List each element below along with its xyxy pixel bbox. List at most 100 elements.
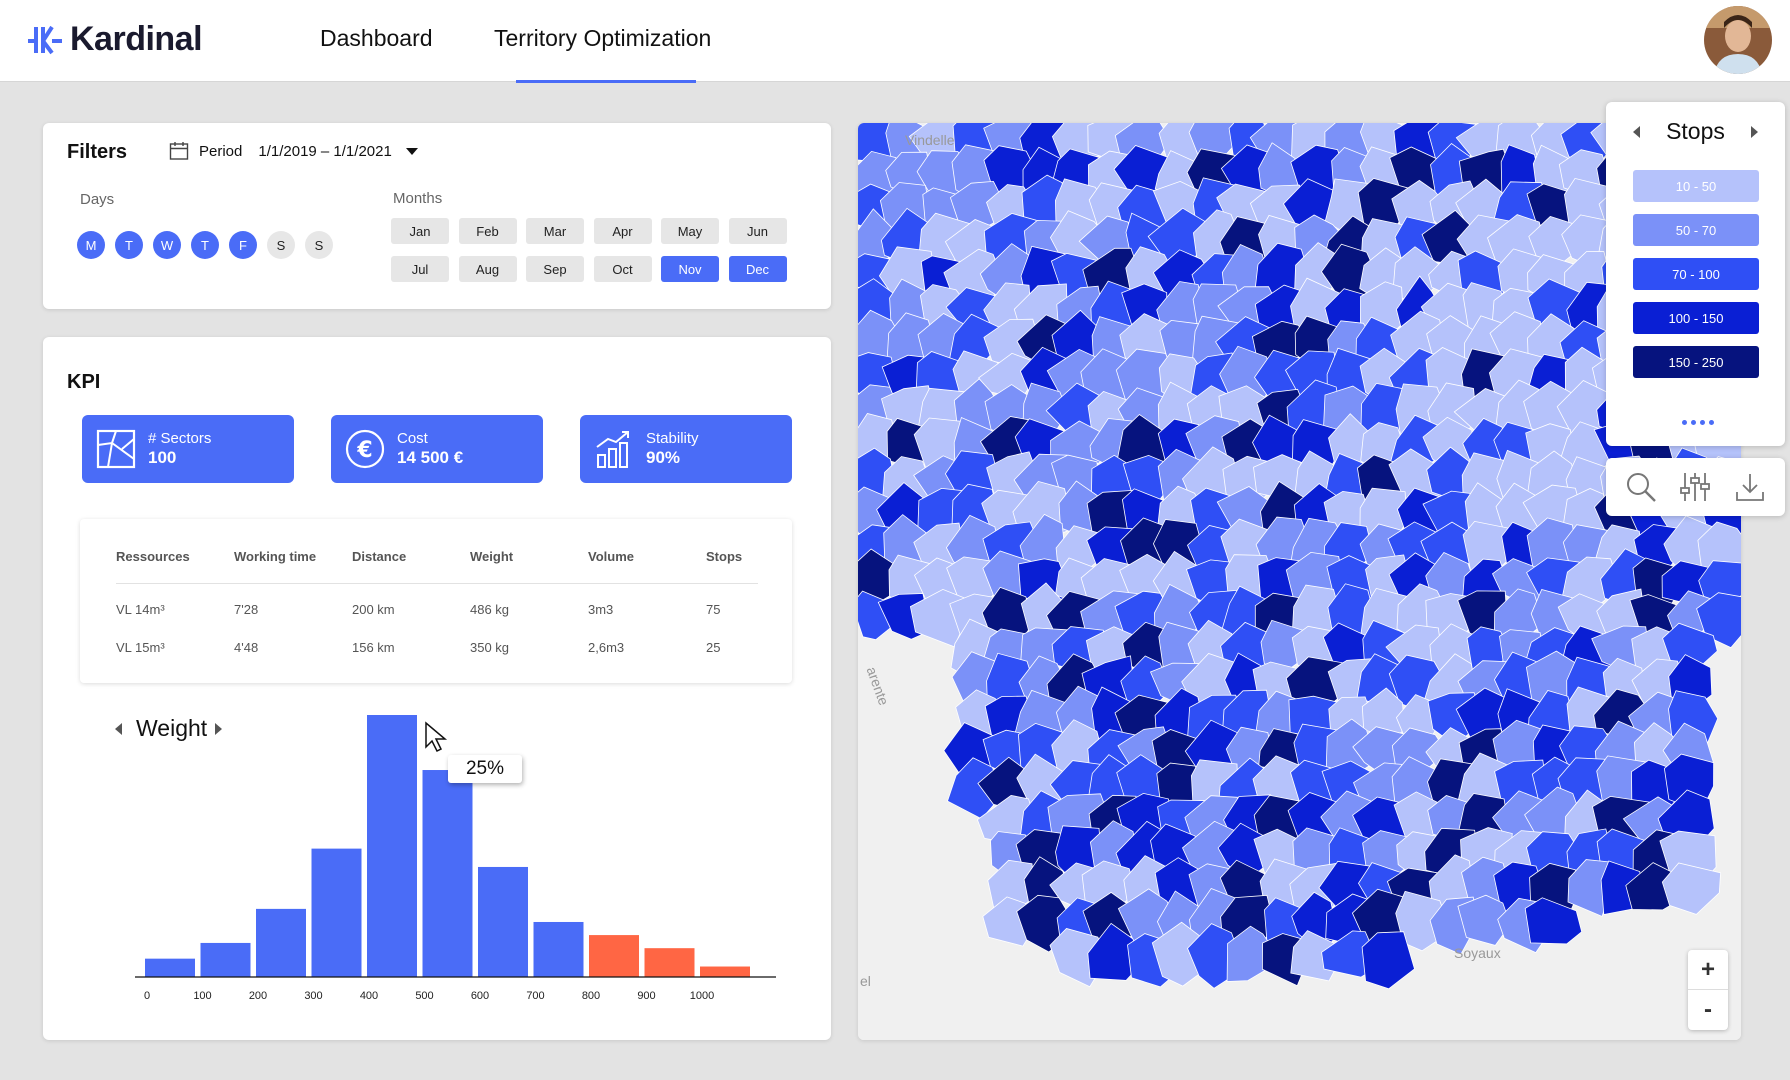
histogram-bar[interactable] <box>533 921 584 977</box>
legend-range-button[interactable]: 100 - 150 <box>1633 302 1759 334</box>
kpi-sectors-value: 100 <box>148 448 177 467</box>
tab-dashboard[interactable]: Dashboard <box>320 25 433 51</box>
zoom-out-button[interactable]: - <box>1704 996 1712 1023</box>
map-sector[interactable] <box>1087 922 1144 981</box>
day-toggle[interactable]: M <box>77 231 105 259</box>
chevron-down-icon[interactable] <box>405 147 418 155</box>
legend-range-button[interactable]: 150 - 250 <box>1633 346 1759 378</box>
table-header: Stops <box>706 549 743 564</box>
month-toggle[interactable]: Jan <box>391 218 449 244</box>
zoom-in-button[interactable]: + <box>1688 950 1728 990</box>
kpi-panel: KPI # Sectors 100 € Cost 14 500 € Stabil… <box>43 337 831 1040</box>
kpi-stability-label: Stability <box>646 430 699 447</box>
histogram-bar[interactable] <box>700 966 750 977</box>
kpi-title: KPI <box>67 371 101 393</box>
month-toggle[interactable]: Apr <box>593 218 652 244</box>
logo[interactable]: Kardinal <box>26 20 203 59</box>
day-toggle[interactable]: T <box>191 231 219 259</box>
legend-range-button[interactable]: 70 - 100 <box>1633 258 1759 290</box>
day-toggle[interactable]: T <box>115 231 143 259</box>
month-toggle[interactable]: Aug <box>458 256 517 282</box>
table-cell: 350 kg <box>470 640 510 655</box>
table-header: Volume <box>588 549 634 564</box>
histogram-bar[interactable] <box>367 715 417 977</box>
month-toggle[interactable]: Oct <box>593 256 652 282</box>
table-header: Distance <box>352 549 407 564</box>
x-tick-label: 800 <box>582 990 600 1002</box>
day-toggle[interactable]: F <box>229 231 257 259</box>
table-cell: 75 <box>706 602 721 617</box>
bar-trend-icon <box>596 431 629 468</box>
settings-sliders-icon[interactable] <box>1678 470 1712 504</box>
histogram-bar[interactable] <box>478 866 528 977</box>
month-toggle[interactable]: Mar <box>526 218 584 244</box>
x-tick-label: 600 <box>471 990 489 1002</box>
kpi-card-sectors[interactable]: # Sectors 100 <box>82 415 294 483</box>
x-tick-label: 300 <box>304 990 322 1002</box>
month-toggle[interactable]: Sep <box>526 256 584 282</box>
top-bar: Kardinal Dashboard Territory Optimizatio… <box>0 0 1790 83</box>
choropleth-map[interactable] <box>858 123 1741 1040</box>
filters-title: Filters <box>67 141 128 163</box>
map-sector[interactable] <box>1457 894 1511 946</box>
search-icon[interactable] <box>1624 470 1658 504</box>
table-cell: 4'48 <box>234 640 259 655</box>
kpi-sectors-label: # Sectors <box>148 430 212 447</box>
sectors-map-icon <box>96 429 136 469</box>
tab-territory-optimization[interactable]: Territory Optimization <box>494 25 712 51</box>
legend-prev-icon[interactable] <box>1633 125 1641 138</box>
map-toolbox <box>1606 458 1785 516</box>
avatar[interactable] <box>1704 6 1772 74</box>
day-toggle[interactable]: S <box>305 231 333 259</box>
chart-tooltip: 25% <box>448 755 522 783</box>
table-divider <box>116 583 758 584</box>
histogram-bar[interactable] <box>589 935 639 977</box>
histogram-bar[interactable] <box>644 948 695 977</box>
weight-histogram: 0 100 200 300 400 500 600 700 800 900 1000 <box>135 715 776 1002</box>
month-toggle[interactable]: May <box>661 218 719 244</box>
x-tick-label: 500 <box>415 990 433 1002</box>
map-sector[interactable] <box>1661 862 1722 915</box>
month-toggle[interactable]: Jun <box>728 218 787 244</box>
histogram-bar[interactable] <box>311 848 362 977</box>
month-toggle[interactable]: Jul <box>391 256 449 282</box>
table-header: Ressources <box>116 549 190 564</box>
kpi-stability-value: 90% <box>646 448 681 467</box>
table-header: Working time <box>234 549 317 564</box>
pagination-dots[interactable] <box>1682 420 1714 425</box>
table-cell: VL 15m³ <box>116 640 165 655</box>
month-toggle[interactable]: Dec <box>728 256 787 282</box>
x-tick-label: 700 <box>526 990 544 1002</box>
legend-range-button[interactable]: 50 - 70 <box>1633 214 1759 246</box>
legend-next-icon[interactable] <box>1750 125 1758 138</box>
active-tab-indicator <box>516 80 696 83</box>
table-cell: 2,6m3 <box>588 640 625 655</box>
histogram-bar[interactable] <box>422 770 473 977</box>
table-cell: 486 kg <box>470 602 510 617</box>
kpi-card-stability[interactable]: Stability 90% <box>580 415 792 483</box>
kpi-cost-label: Cost <box>397 430 428 447</box>
download-icon[interactable] <box>1733 470 1767 504</box>
map-sector[interactable] <box>1361 931 1415 990</box>
period-selector[interactable]: Period 1/1/2019 – 1/1/2021 <box>169 141 418 161</box>
x-tick-label: 200 <box>249 990 267 1002</box>
chart-next-icon[interactable] <box>215 722 223 735</box>
period-label: Period <box>199 142 243 160</box>
period-value: 1/1/2019 – 1/1/2021 <box>258 142 392 160</box>
histogram-bar[interactable] <box>200 942 251 977</box>
month-toggle[interactable]: Feb <box>458 218 517 244</box>
map-sector[interactable] <box>1524 897 1583 945</box>
day-toggle[interactable]: S <box>267 231 295 259</box>
histogram-bar[interactable] <box>256 908 306 977</box>
x-tick-label: 1000 <box>690 990 714 1002</box>
legend-range-button[interactable]: 10 - 50 <box>1633 170 1759 202</box>
month-toggle[interactable]: Nov <box>661 256 719 282</box>
histogram-bar[interactable] <box>145 958 195 977</box>
chart-prev-icon[interactable] <box>115 722 122 735</box>
map-place-label: Soyaux <box>1454 945 1501 961</box>
table-cell: VL 14m³ <box>116 602 165 617</box>
kpi-card-cost[interactable]: € Cost 14 500 € <box>331 415 543 483</box>
chart-header: Weight <box>115 715 223 742</box>
territory-map[interactable]: Vindelle Soyaux arente el <box>858 123 1741 1040</box>
day-toggle[interactable]: W <box>153 231 181 259</box>
